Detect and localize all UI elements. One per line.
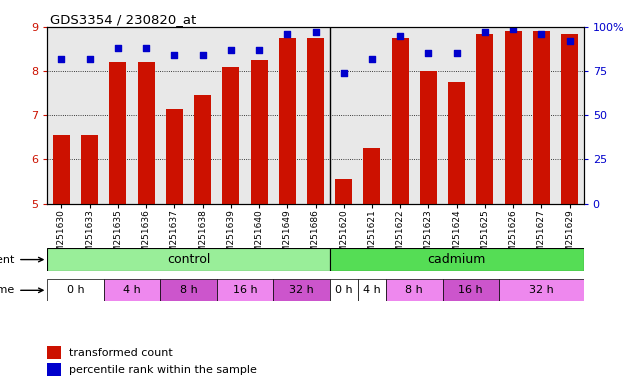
Bar (476, 33, 493, 204)
Text: agent: agent (0, 255, 43, 265)
Bar (273, 279, 329, 301)
Bar (47, 248, 329, 271)
Point (310, 29, 321, 35)
Point (339, 70, 349, 76)
Bar (358, 279, 386, 301)
Text: 8 h: 8 h (406, 285, 423, 295)
Bar (81, 135, 98, 204)
Bar (533, 31, 550, 204)
Bar (442, 279, 499, 301)
Bar (420, 71, 437, 204)
Point (423, 50, 433, 56)
Point (169, 52, 179, 58)
Bar (109, 62, 126, 204)
Bar (363, 148, 380, 204)
Bar (47, 279, 103, 301)
Bar (279, 38, 296, 204)
Bar (222, 67, 239, 204)
Point (452, 50, 462, 56)
Bar (103, 279, 160, 301)
Point (113, 45, 123, 51)
Bar (216, 279, 273, 301)
Point (254, 47, 264, 53)
Text: 4 h: 4 h (123, 285, 141, 295)
Bar (251, 60, 268, 204)
Text: 0 h: 0 h (67, 285, 85, 295)
Text: 4 h: 4 h (363, 285, 381, 295)
Bar (329, 279, 358, 301)
Point (56, 56, 66, 62)
Text: control: control (167, 253, 210, 266)
Bar (505, 31, 522, 204)
Point (198, 52, 208, 58)
Point (141, 45, 151, 51)
Bar (561, 33, 578, 204)
Bar (53, 135, 70, 204)
Bar (194, 95, 211, 204)
Point (226, 47, 236, 53)
Text: 16 h: 16 h (233, 285, 257, 295)
Bar (335, 179, 352, 204)
Text: 32 h: 32 h (529, 285, 554, 295)
Bar (392, 38, 409, 204)
Point (395, 33, 405, 39)
Bar (160, 279, 216, 301)
Text: 0 h: 0 h (335, 285, 353, 295)
Bar (448, 82, 465, 204)
Point (508, 26, 518, 32)
Bar (329, 248, 584, 271)
Text: time: time (0, 285, 43, 295)
Point (480, 29, 490, 35)
Bar (166, 109, 183, 204)
Bar (499, 279, 584, 301)
Text: 8 h: 8 h (180, 285, 198, 295)
Text: GDS3354 / 230820_at: GDS3354 / 230820_at (50, 13, 197, 26)
Bar (138, 62, 155, 204)
Text: transformed count: transformed count (69, 348, 172, 358)
Text: cadmium: cadmium (427, 253, 486, 266)
Point (536, 31, 546, 37)
Text: 32 h: 32 h (289, 285, 314, 295)
Bar (47, 363, 61, 376)
Point (367, 56, 377, 62)
Bar (386, 279, 442, 301)
Bar (307, 38, 324, 204)
Text: 16 h: 16 h (459, 285, 483, 295)
Point (565, 38, 575, 44)
Text: percentile rank within the sample: percentile rank within the sample (69, 365, 257, 375)
Point (85, 56, 95, 62)
Point (282, 31, 292, 37)
Bar (47, 346, 61, 359)
